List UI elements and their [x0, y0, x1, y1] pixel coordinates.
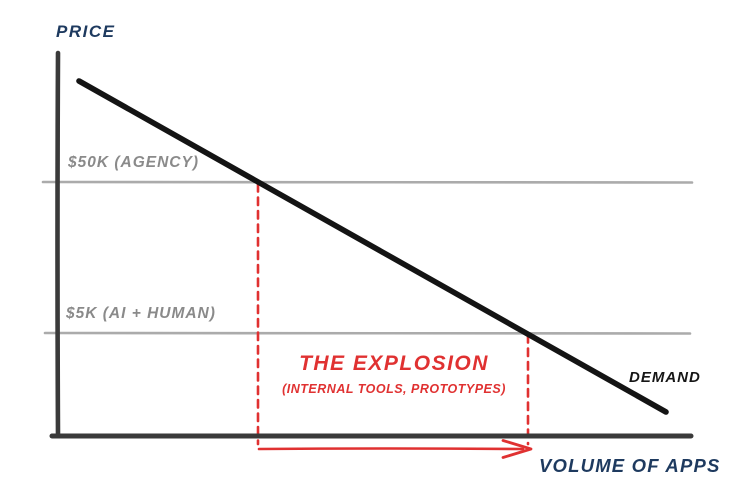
- demand-line: [76, 78, 669, 415]
- y-axis-label: PRICE: [56, 22, 116, 41]
- reference-line-50k: [41, 180, 694, 184]
- price-label-ai-human: $5K (AI + HUMAN): [66, 305, 216, 322]
- explosion-annotation: THE EXPLOSION (INTERNAL TOOLS, PROTOTYPE…: [268, 352, 520, 396]
- price-label-agency: $50K (AGENCY): [68, 154, 199, 171]
- explosion-title: THE EXPLOSION: [299, 352, 489, 375]
- reference-line-5k: [43, 331, 692, 335]
- explosion-subtitle: (INTERNAL TOOLS, PROTOTYPES): [282, 382, 506, 396]
- y-axis: [55, 50, 61, 439]
- demand-curve-label: DEMAND: [629, 369, 701, 386]
- x-axis-label: VOLUME OF APPS: [539, 455, 721, 476]
- volume-arrow-shaft: [257, 447, 525, 451]
- volume-arrow-head-icon: [501, 439, 533, 459]
